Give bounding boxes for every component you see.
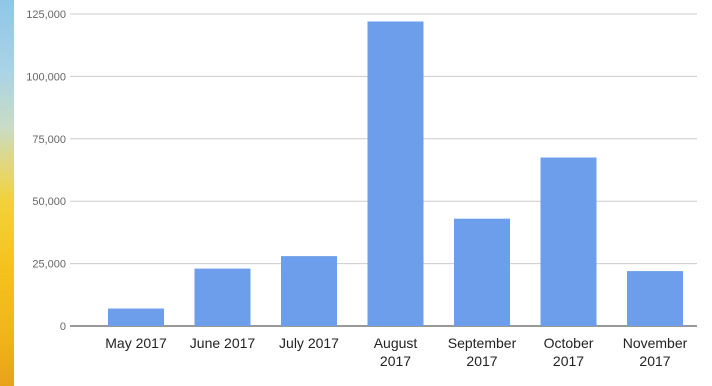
bar [627, 271, 683, 326]
y-tick-label: 125,000 [26, 9, 66, 21]
bars [108, 21, 683, 326]
x-axis-category-labels: May 2017 June 2017 July 2017 August 2017 Sept… [105, 335, 687, 369]
x-category-label: October 2017 [544, 335, 594, 369]
bar [454, 218, 510, 326]
y-tick-label: 0 [60, 321, 66, 333]
background-image-strip [0, 0, 14, 386]
y-tick-label: 50,000 [32, 196, 66, 208]
y-tick-label: 25,000 [32, 259, 66, 271]
bar [367, 21, 424, 326]
bar [281, 256, 337, 326]
bar [194, 268, 251, 326]
background-image-fade [14, 0, 24, 386]
x-category-label: September 2017 [448, 335, 517, 369]
y-tick-label: 100,000 [26, 71, 66, 83]
x-category-label: November 2017 [623, 335, 688, 369]
x-category-label: May 2017 [105, 335, 167, 351]
x-category-label: July 2017 [279, 335, 339, 351]
x-category-label: June 2017 [190, 335, 256, 351]
y-tick-label: 75,000 [32, 134, 66, 146]
y-axis-tick-labels: 0 25,000 50,000 75,000 100,000 125,000 [26, 9, 66, 333]
bar [108, 308, 164, 326]
x-category-label: August 2017 [374, 335, 418, 369]
bar [540, 157, 597, 326]
